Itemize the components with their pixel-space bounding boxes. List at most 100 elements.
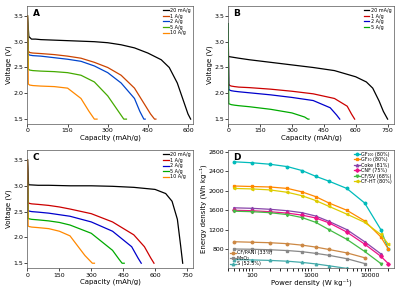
2 A/g: [25, 14, 30, 18]
1 A/g: [152, 261, 156, 265]
2 A/g: [119, 81, 124, 85]
Line: 1 A/g: 1 A/g: [28, 16, 156, 119]
CF-HT (80%): [285, 191, 290, 194]
2 A/g: [334, 113, 339, 117]
1 A/g: [148, 256, 153, 260]
Text: C: C: [32, 153, 39, 162]
20 mA/g: [46, 184, 51, 187]
5 A/g: [306, 117, 310, 121]
5 A/g: [26, 217, 30, 220]
2 A/g: [46, 211, 51, 215]
1 A/g: [26, 201, 30, 204]
5 A/g: [116, 110, 121, 113]
Line: CF-HT (80%): CF-HT (80%): [233, 187, 390, 245]
CNF (75%): [300, 213, 304, 217]
GF₁₀₀ (80%): [362, 201, 367, 205]
20 mA/g: [170, 199, 174, 203]
5 A/g: [25, 14, 30, 18]
5 A/g: [306, 117, 311, 121]
CF/SV (68%): [232, 209, 236, 213]
X-axis label: Capacity (mAh/g): Capacity (mAh/g): [80, 135, 141, 141]
S (52.5%): [267, 259, 272, 262]
5 A/g: [110, 248, 115, 252]
2 A/g: [26, 52, 31, 56]
20 mA/g: [180, 261, 185, 265]
GF₁₀₀ (80%): [326, 179, 331, 183]
GF₃₀ (80%): [386, 247, 391, 251]
CF/SV (68%): [344, 238, 349, 241]
5 A/g: [105, 94, 110, 98]
CF/PANI (33%): [313, 245, 318, 249]
2 A/g: [25, 158, 30, 162]
10 A/g: [92, 261, 97, 265]
GF₃₀ (80%): [267, 185, 272, 189]
GF₃₀ (80%): [300, 190, 304, 194]
1 A/g: [226, 82, 231, 86]
10 A/g: [25, 14, 30, 18]
S (52.5%): [285, 260, 290, 263]
CF/SV (68%): [285, 213, 290, 216]
Coke (81%): [300, 211, 304, 214]
20 mA/g: [332, 69, 337, 72]
20 mA/g: [36, 184, 40, 187]
5 A/g: [52, 70, 57, 73]
Y-axis label: Voltage (V): Voltage (V): [6, 46, 12, 84]
1 A/g: [148, 112, 153, 116]
20 mA/g: [110, 185, 115, 188]
1 A/g: [38, 52, 43, 55]
20 mA/g: [146, 51, 150, 55]
2 A/g: [311, 99, 316, 102]
20 mA/g: [38, 38, 43, 41]
1 A/g: [78, 56, 83, 60]
10 A/g: [87, 110, 92, 113]
1 A/g: [152, 117, 157, 121]
CNF (75%): [344, 230, 349, 234]
GF₁₀₀ (80%): [285, 165, 290, 168]
Coke (81%): [326, 220, 331, 223]
Coke (81%): [362, 240, 367, 244]
20 mA/g: [175, 218, 180, 221]
Coke (81%): [378, 252, 383, 256]
20 mA/g: [311, 66, 316, 69]
CNF (75%): [267, 210, 272, 213]
20 mA/g: [377, 99, 382, 103]
GF₁₀₀ (80%): [232, 160, 236, 164]
2 A/g: [27, 53, 32, 57]
5 A/g: [116, 257, 121, 261]
Y-axis label: Voltage (V): Voltage (V): [206, 46, 213, 84]
20 mA/g: [78, 39, 83, 43]
2 A/g: [236, 90, 241, 93]
Line: 5 A/g: 5 A/g: [28, 160, 124, 263]
1 A/g: [119, 74, 124, 77]
20 mA/g: [131, 186, 136, 189]
2 A/g: [105, 71, 110, 74]
1 A/g: [30, 51, 35, 55]
CF/SV (68%): [378, 262, 383, 265]
5 A/g: [247, 105, 252, 109]
10 A/g: [30, 84, 35, 87]
5 A/g: [46, 219, 51, 223]
S (52.5%): [344, 267, 349, 270]
Line: S (52.5%): S (52.5%): [233, 258, 366, 272]
CF/PANI (33%): [249, 241, 254, 244]
Line: GF₃₀ (80%): GF₃₀ (80%): [233, 185, 390, 250]
1 A/g: [311, 92, 316, 95]
5 A/g: [78, 74, 83, 77]
Legend: CF/PANI (33%), MnO₂, S (52.5%): CF/PANI (33%), MnO₂, S (52.5%): [230, 250, 272, 267]
2 A/g: [232, 89, 237, 93]
1 A/g: [142, 245, 147, 248]
GF₃₀ (80%): [232, 184, 236, 188]
Line: 1 A/g: 1 A/g: [228, 24, 355, 119]
10 A/g: [78, 97, 83, 100]
10 A/g: [95, 117, 100, 121]
Legend: 20 mA/g, 1 A/g, 2 A/g, 5 A/g, 10 A/g: 20 mA/g, 1 A/g, 2 A/g, 5 A/g, 10 A/g: [162, 7, 192, 36]
MnO₂: [285, 249, 290, 252]
GF₁₀₀ (80%): [300, 169, 304, 172]
GF₁₀₀ (80%): [267, 162, 272, 166]
1 A/g: [92, 60, 97, 64]
CF/PANI (33%): [232, 240, 236, 244]
5 A/g: [236, 104, 241, 107]
5 A/g: [122, 261, 127, 265]
1 A/g: [29, 202, 34, 206]
CF/SV (68%): [249, 210, 254, 213]
